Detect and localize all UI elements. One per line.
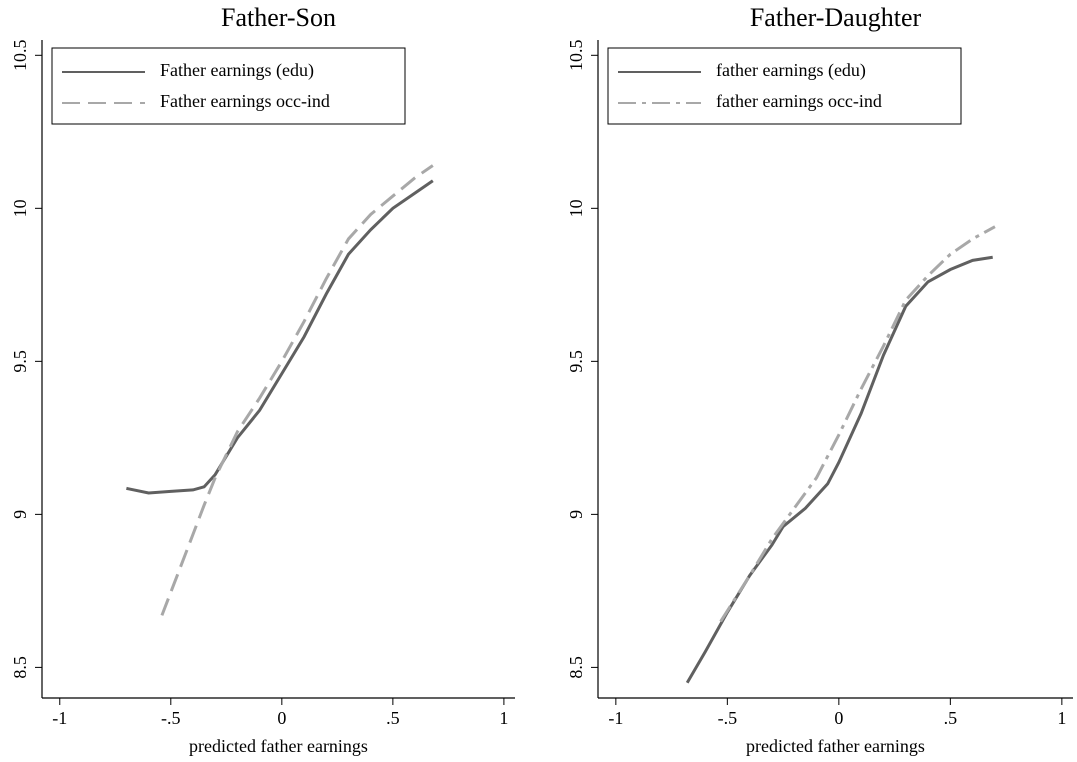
y-tick-label: 10.5: [566, 40, 586, 71]
x-tick-label: -.5: [718, 708, 738, 728]
legend-label: father earnings occ-ind: [716, 91, 882, 111]
x-tick-label: 0: [277, 708, 286, 728]
y-tick-label: 9.5: [566, 350, 586, 373]
x-tick-label: .5: [944, 708, 958, 728]
x-tick-label: 1: [499, 708, 508, 728]
x-tick-label: 0: [834, 708, 843, 728]
x-tick-label: 1: [1057, 708, 1066, 728]
chart-title: Father-Daughter: [750, 3, 922, 32]
legend-label: Father earnings occ-ind: [160, 91, 330, 111]
y-tick-label: 10: [566, 199, 586, 217]
y-tick-label: 9: [10, 510, 30, 519]
legend-label: Father earnings (edu): [160, 60, 314, 81]
chart-title: Father-Son: [221, 3, 336, 32]
y-tick-label: 10.5: [10, 40, 30, 71]
x-axis-label: predicted father earnings: [746, 736, 925, 756]
data-line: [160, 164, 434, 616]
data-line: [126, 179, 434, 495]
x-tick-label: -1: [608, 708, 623, 728]
legend-box: [51, 47, 406, 125]
data-line: [719, 225, 996, 623]
x-tick-label: -.5: [161, 708, 181, 728]
x-tick-label: -1: [52, 708, 67, 728]
y-tick-label: 10: [10, 199, 30, 217]
x-axis-label: predicted father earnings: [189, 736, 368, 756]
y-tick-label: 9: [566, 510, 586, 519]
x-tick-label: .5: [386, 708, 400, 728]
y-tick-label: 8.5: [10, 656, 30, 679]
y-tick-label: 8.5: [566, 656, 586, 679]
legend-label: father earnings (edu): [716, 60, 866, 81]
data-line: [685, 255, 993, 684]
legend-box: [607, 47, 962, 125]
y-tick-label: 9.5: [10, 350, 30, 373]
